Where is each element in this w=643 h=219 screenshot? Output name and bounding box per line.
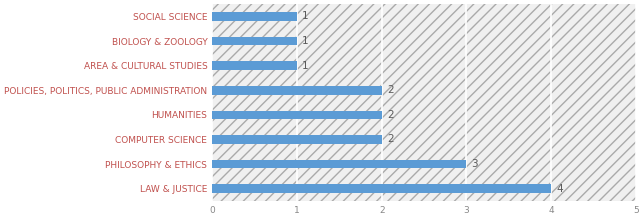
Text: 1: 1 bbox=[302, 11, 309, 21]
Text: 2: 2 bbox=[386, 85, 394, 95]
Bar bbox=[212, 61, 297, 70]
Text: 2: 2 bbox=[386, 134, 394, 145]
Text: 1: 1 bbox=[302, 36, 309, 46]
Bar bbox=[212, 12, 297, 21]
Bar bbox=[212, 184, 551, 193]
Bar bbox=[212, 37, 297, 45]
Bar bbox=[212, 135, 382, 144]
Bar bbox=[212, 111, 382, 119]
Text: 4: 4 bbox=[556, 184, 563, 194]
Text: 1: 1 bbox=[302, 61, 309, 71]
Bar bbox=[212, 160, 466, 168]
Text: 2: 2 bbox=[386, 110, 394, 120]
Bar bbox=[212, 86, 382, 95]
Text: 3: 3 bbox=[471, 159, 478, 169]
